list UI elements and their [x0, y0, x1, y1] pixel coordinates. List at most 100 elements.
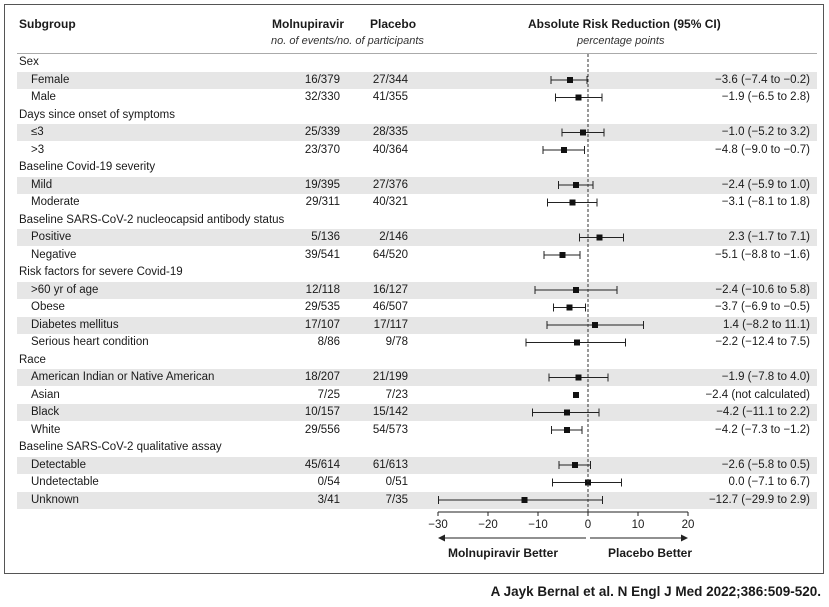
x-tick-label: −30 [428, 519, 448, 531]
row-label: ≤3 [31, 126, 44, 138]
row-band [17, 316, 817, 334]
point-estimate [592, 322, 598, 328]
ci-text: −12.7 (−29.9 to 2.9) [708, 493, 810, 506]
drug-count: 8/86 [317, 336, 340, 348]
row-label: American Indian or Native American [31, 371, 215, 383]
placebo-count: 28/335 [372, 126, 408, 138]
placebo-count: 16/127 [372, 283, 408, 296]
point-estimate [585, 479, 591, 486]
figure-frame [4, 4, 824, 574]
drug-count: 25/339 [304, 126, 340, 138]
ci-text: −3.7 (−6.9 to −0.5) [715, 301, 810, 313]
right-direction-label: Placebo Better [608, 546, 692, 560]
effect-header: Absolute Risk Reduction (95% CI) [528, 17, 721, 31]
row-label: Obese [31, 301, 65, 313]
point-estimate [564, 409, 570, 416]
drug-count: 32/330 [304, 91, 340, 103]
ci-text: −2.4 (−5.9 to 1.0) [721, 178, 810, 191]
ci-text: −1.9 (−7.8 to 4.0) [721, 371, 810, 383]
ci-text: −4.2 (−7.3 to −1.2) [715, 423, 810, 436]
point-estimate [566, 304, 573, 311]
drug-count: 12/118 [305, 283, 340, 296]
drug-count: 29/535 [304, 301, 340, 313]
x-tick-label: −20 [478, 519, 498, 531]
row-label: Moderate [31, 196, 80, 208]
placebo-count: 40/321 [372, 196, 408, 208]
placebo-count: 9/78 [385, 336, 408, 348]
ci-text: 2.3 (−1.7 to 7.1) [728, 231, 810, 243]
placebo-count: 64/520 [372, 248, 408, 261]
x-tick-label: −10 [528, 519, 548, 531]
placebo-count: 15/142 [372, 406, 408, 418]
left-direction-label: Molnupiravir Better [448, 546, 558, 560]
drug-count: 10/157 [304, 406, 340, 418]
placebo-count: 0/51 [385, 476, 408, 488]
placebo-count: 21/199 [372, 371, 408, 383]
row-band [17, 491, 817, 509]
point-estimate [596, 234, 603, 241]
row-label: >3 [31, 143, 45, 156]
placebo-count: 2/146 [379, 231, 408, 243]
group-label: Sex [19, 56, 39, 68]
placebo-count: 17/117 [373, 318, 408, 331]
point-estimate [569, 199, 576, 206]
ci-text: 1.4 (−8.2 to 11.1) [722, 318, 810, 331]
placebo-count: 41/355 [372, 91, 408, 103]
point-estimate [573, 392, 579, 398]
row-label: Negative [31, 248, 77, 261]
point-estimate [573, 182, 579, 188]
drug-count: 16/379 [304, 73, 340, 86]
x-tick-label: 20 [682, 519, 695, 531]
ci-text: −4.2 (−11.1 to 2.2) [716, 406, 810, 418]
group-label: Risk factors for severe Covid-19 [19, 266, 183, 278]
row-label: White [31, 423, 61, 436]
placebo-count: 40/364 [372, 143, 408, 156]
group-label: Days since onset of symptoms [19, 108, 175, 121]
row-label: Undetectable [31, 476, 99, 488]
drug-count: 29/311 [305, 196, 340, 208]
x-tick-label: 0 [585, 519, 591, 531]
placebo-count: 7/23 [385, 388, 408, 401]
placebo-header: Placebo [370, 17, 417, 31]
row-band [17, 71, 817, 89]
left-arrow-head [438, 534, 445, 542]
drug-count: 17/107 [304, 318, 340, 331]
ci-text: −3.1 (−8.1 to 1.8) [721, 196, 810, 208]
point-estimate [574, 339, 580, 346]
drug-count: 19/395 [304, 178, 340, 191]
drug-header: Molnupiravir [272, 17, 345, 31]
group-label: Race [19, 353, 46, 366]
ci-text: 0.0 (−7.1 to 6.7) [728, 476, 810, 488]
drug-count: 45/614 [304, 458, 340, 471]
point-estimate [567, 77, 573, 83]
point-estimate [580, 129, 586, 136]
group-label: Baseline SARS-CoV-2 nucleocapsid antibod… [19, 213, 285, 226]
row-band [17, 124, 817, 141]
drug-count: 29/556 [304, 423, 340, 436]
placebo-count: 54/573 [372, 423, 408, 436]
row-label: Mild [31, 178, 53, 191]
row-label: Diabetes mellitus [31, 318, 119, 331]
group-label: Baseline SARS-CoV-2 qualitative assay [19, 441, 222, 453]
point-estimate [572, 462, 578, 468]
subgroup-header: Subgroup [19, 17, 76, 31]
group-label: Baseline Covid-19 severity [19, 161, 156, 173]
ci-text: −3.6 (−7.4 to −0.2) [715, 73, 810, 86]
point-estimate [575, 94, 582, 101]
drug-count: 0/54 [317, 476, 340, 488]
placebo-count: 7/35 [385, 493, 408, 506]
point-estimate [561, 147, 567, 153]
row-label: Black [31, 406, 60, 418]
row-label: >60 yr of age [31, 283, 99, 296]
row-label: Female [31, 73, 70, 86]
row-band [17, 369, 817, 386]
right-arrow-head [681, 534, 688, 542]
row-label: Unknown [31, 493, 79, 506]
row-band [17, 456, 817, 474]
drug-count: 5/136 [311, 231, 340, 243]
citation: A Jayk Bernal et al. N Engl J Med 2022;3… [490, 584, 821, 599]
placebo-count: 61/613 [372, 458, 408, 471]
counts-note: no. of events/no. of participants [271, 35, 424, 47]
point-estimate [559, 252, 566, 258]
